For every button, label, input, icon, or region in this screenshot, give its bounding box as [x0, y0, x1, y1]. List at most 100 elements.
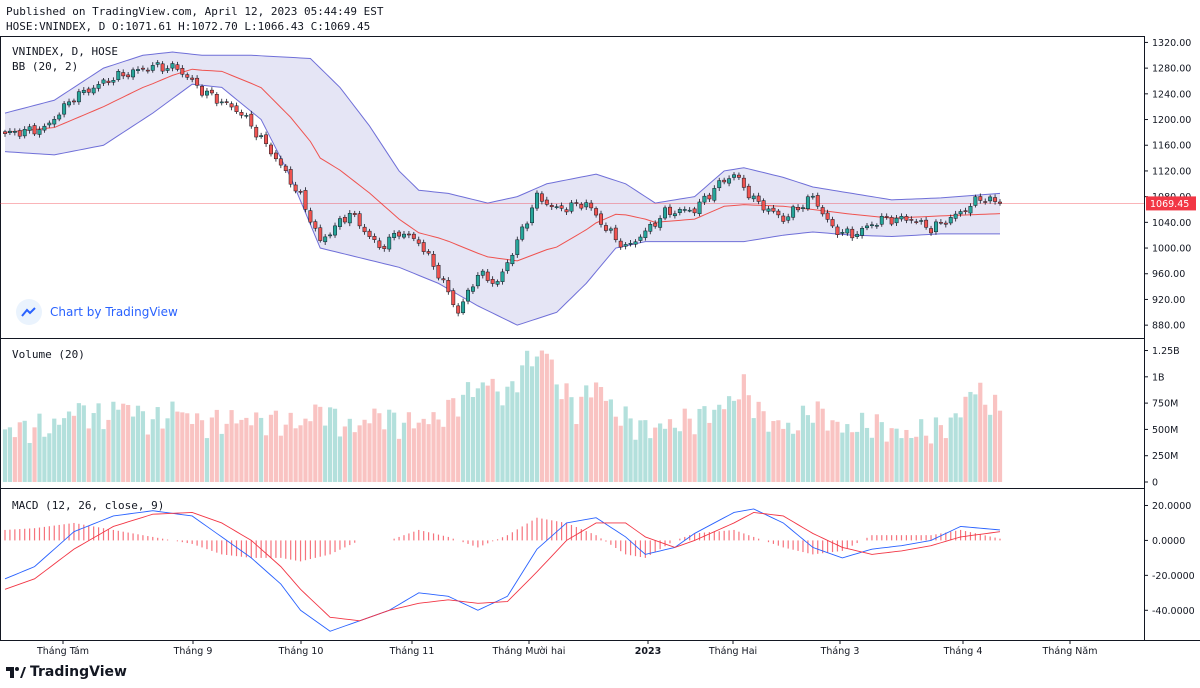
volume-bar: [298, 425, 303, 482]
volume-bar: [628, 418, 633, 482]
time-tick-label: Tháng 3: [820, 646, 860, 657]
volume-bar: [121, 403, 126, 482]
volume-bar: [234, 423, 239, 482]
volume-bar: [106, 419, 111, 482]
candle-body: [943, 222, 948, 225]
candle-body: [313, 221, 318, 229]
volume-bar: [820, 408, 825, 482]
candle-body: [461, 301, 466, 314]
candle-body: [756, 195, 761, 202]
candle-body: [165, 68, 170, 71]
volume-bar: [593, 382, 599, 482]
candle-body: [983, 201, 988, 203]
volume-bar: [470, 397, 476, 482]
candle-body: [938, 222, 943, 224]
volume-bar: [293, 428, 298, 482]
candle-body: [564, 209, 569, 213]
volume-bar: [150, 419, 155, 482]
candle-body: [116, 71, 121, 80]
candle-body: [126, 74, 131, 78]
candle-body: [761, 200, 766, 211]
volume-bar: [795, 430, 801, 482]
volume-tick-label: 750M: [1152, 399, 1178, 410]
candle-body: [150, 65, 155, 71]
volume-bar: [66, 411, 72, 482]
candle-body: [431, 253, 436, 267]
brand-logo[interactable]: TradingView: [6, 664, 127, 680]
volume-bar: [712, 409, 717, 482]
volume-bar: [943, 438, 948, 482]
volume-bar: [396, 438, 402, 482]
volume-bar: [342, 426, 347, 482]
volume-pane-title: Volume (20): [12, 348, 85, 361]
volume-bar: [347, 418, 352, 482]
candle-body: [554, 206, 559, 208]
candle-body: [27, 126, 32, 131]
time-tick-label: Tháng 10: [278, 646, 324, 657]
candle-body: [633, 241, 638, 245]
volume-bar: [786, 422, 791, 482]
axes: 1320.00 1280.00 1240.00 1200.00 1160.00 1120.…: [36, 38, 1196, 657]
volume-bar: [160, 428, 165, 482]
candle-body: [160, 63, 165, 72]
volume-bar: [766, 431, 771, 482]
volume-bar: [239, 419, 244, 482]
candle-body: [736, 174, 741, 178]
candle-body: [195, 77, 200, 86]
volume-bar: [574, 424, 579, 482]
volume-bar: [539, 350, 545, 482]
macd-line: [4, 508, 1001, 632]
volume-bar: [401, 422, 407, 482]
chart-by-tradingview[interactable]: Chart by TradingView: [16, 299, 178, 325]
candle-body: [480, 270, 485, 276]
volume-bar: [71, 415, 77, 482]
candle-body: [475, 275, 480, 287]
candle-body: [185, 74, 190, 78]
candle-body: [515, 239, 520, 255]
candle-body: [628, 243, 633, 245]
candle-body: [810, 195, 815, 198]
candle-body: [500, 271, 505, 282]
candle-body: [801, 207, 805, 209]
candle-body: [953, 213, 958, 219]
candle-body: [234, 105, 239, 112]
last-price-label: 1069.45: [1150, 199, 1189, 210]
volume-bar: [864, 427, 870, 482]
candle-body: [7, 130, 12, 133]
candle-body: [677, 209, 682, 213]
candle-body: [490, 279, 495, 284]
candle-body: [72, 100, 76, 103]
volume-bar: [746, 395, 751, 482]
published-line: Published on TradingView.com, April 12, …: [6, 5, 384, 18]
candle-body: [342, 217, 347, 223]
volume-bar: [830, 420, 835, 482]
candle-body: [510, 254, 515, 265]
candle-body: [441, 278, 446, 281]
volume-bar: [352, 432, 357, 482]
candle-body: [308, 210, 313, 223]
candle-body: [539, 193, 544, 202]
candle-body: [362, 226, 367, 233]
candle-body: [47, 122, 52, 126]
candle-body: [672, 213, 677, 217]
candle-body: [466, 289, 470, 302]
volume-bar: [185, 413, 190, 482]
volume-bar: [992, 394, 998, 482]
volume-bar: [564, 383, 569, 482]
volume-bar: [662, 428, 668, 482]
candle-body: [978, 196, 983, 201]
volume-tick-label: 250M: [1152, 451, 1178, 462]
volume-bar: [57, 424, 62, 482]
volume-bar: [845, 424, 850, 482]
candle-body: [722, 179, 727, 183]
volume-bar: [81, 405, 86, 482]
volume-bar: [42, 436, 47, 482]
price-tick-label: 1120.00: [1152, 166, 1191, 177]
candle-body: [732, 174, 736, 178]
candle-body: [648, 224, 653, 232]
volume-bar: [643, 420, 648, 482]
volume-bar: [175, 411, 180, 482]
volume-bar: [22, 420, 27, 482]
volume-bar: [495, 391, 500, 482]
volume-bar: [751, 418, 756, 482]
